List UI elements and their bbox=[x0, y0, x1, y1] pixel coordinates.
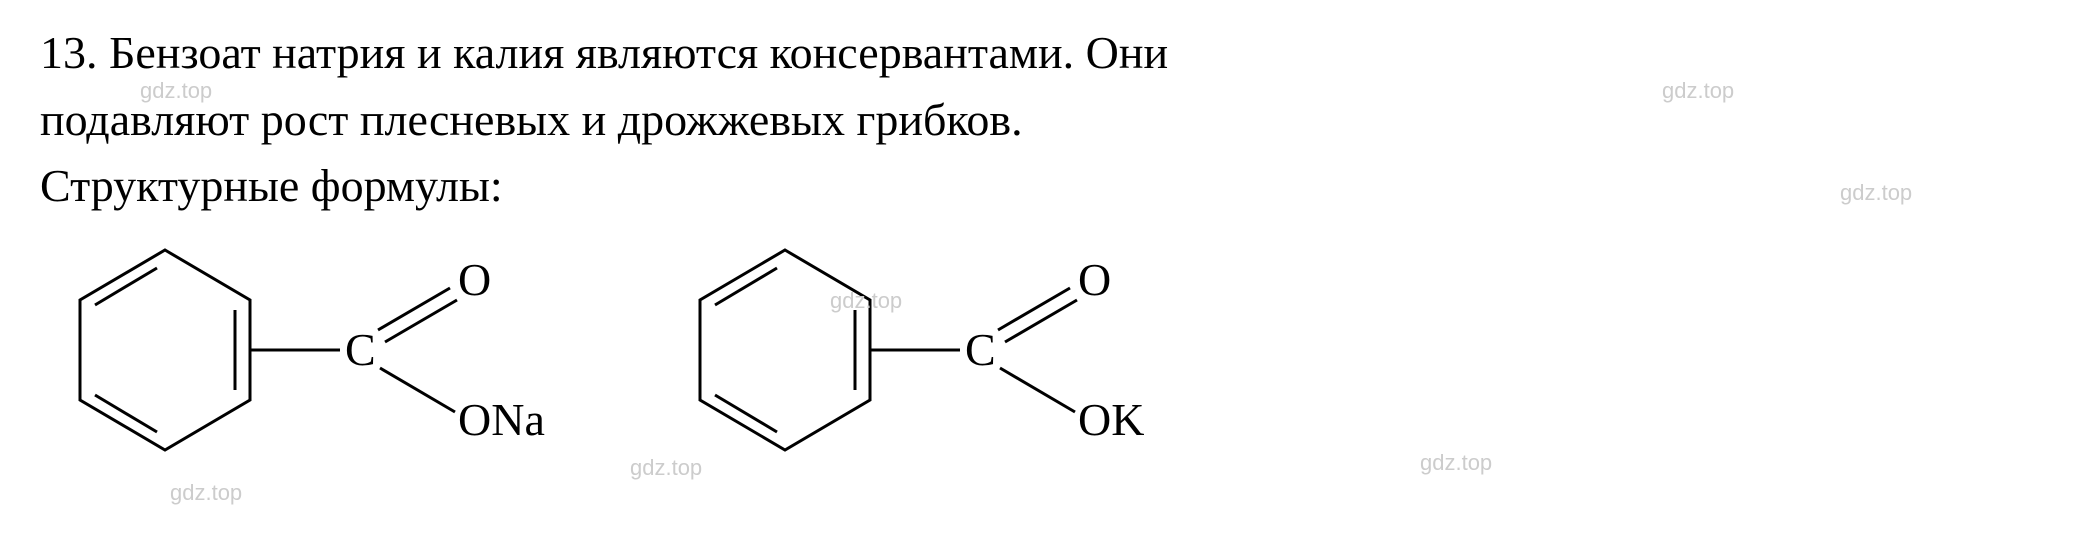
svg-text:C: C bbox=[965, 324, 996, 375]
svg-text:O: O bbox=[1078, 254, 1111, 305]
formula-sodium-benzoate: C O ONa bbox=[40, 230, 600, 490]
svg-text:O: O bbox=[458, 254, 491, 305]
page-container: 13. Бензоат натрия и калия являются конс… bbox=[40, 20, 2040, 490]
question-line-1: Бензоат натрия и калия являются консерва… bbox=[109, 27, 1168, 78]
question-line-3: Структурные формулы: bbox=[40, 160, 503, 211]
question-number: 13. bbox=[40, 27, 98, 78]
cation-label-k: OK bbox=[1078, 394, 1144, 445]
formulas-row: C O ONa C O OK bbox=[40, 230, 2040, 490]
cation-label-na: ONa bbox=[458, 394, 545, 445]
formula-potassium-benzoate: C O OK bbox=[660, 230, 1220, 490]
svg-text:C: C bbox=[345, 324, 376, 375]
question-text-block: 13. Бензоат натрия и калия являются конс… bbox=[40, 20, 2040, 220]
question-line-2: подавляют рост плесневых и дрожжевых гри… bbox=[40, 94, 1023, 145]
